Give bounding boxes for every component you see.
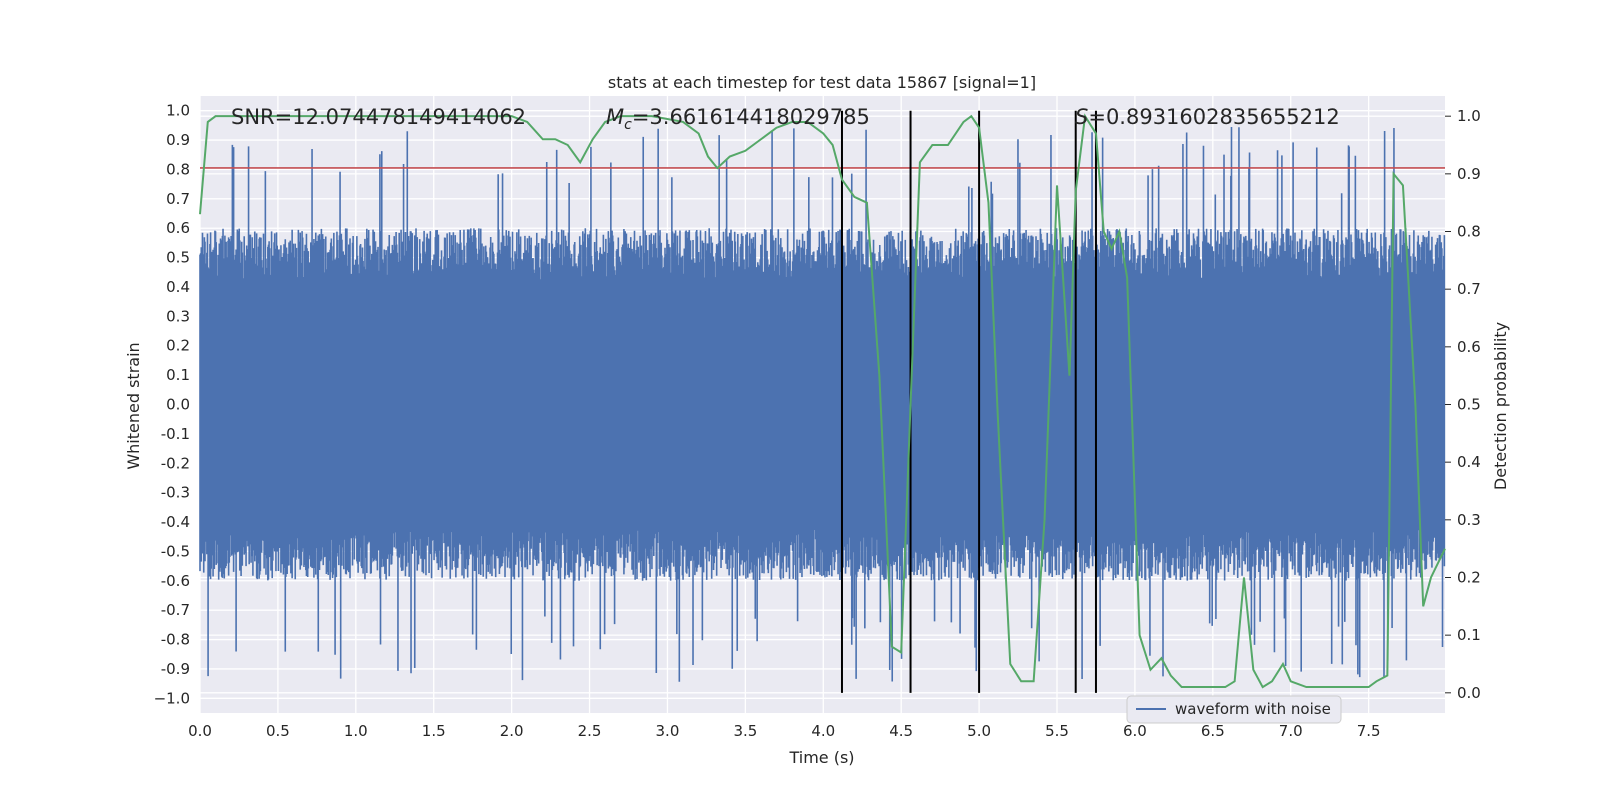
x-tick-label: 4.0 bbox=[811, 722, 835, 740]
x-tick-label: 1.5 bbox=[422, 722, 446, 740]
x-tick-label: 2.0 bbox=[500, 722, 524, 740]
x-tick-label: 7.0 bbox=[1279, 722, 1303, 740]
snr-annotation: SNR=12.074478149414062 bbox=[231, 105, 526, 129]
mc-subscript: c bbox=[624, 117, 632, 133]
y2-axis-ticks: 1.0 0.9 0.8 0.7 0.6 0.5 0.4 0.3 0.2 0.1 0.0 bbox=[1445, 107, 1481, 702]
y-tick-label: -0.7 bbox=[161, 601, 190, 619]
x-tick-label: 1.0 bbox=[344, 722, 368, 740]
y2-tick-label: 0.0 bbox=[1457, 684, 1481, 702]
y2-tick-label: 0.2 bbox=[1457, 568, 1481, 586]
x-tick-label: 3.5 bbox=[733, 722, 757, 740]
y-tick-label: -0.3 bbox=[161, 484, 190, 502]
s-value: =0.8931602835655212 bbox=[1088, 105, 1339, 129]
y-tick-label: -0.4 bbox=[161, 513, 190, 531]
x-tick-label: 4.5 bbox=[889, 722, 913, 740]
y2-tick-label: 0.3 bbox=[1457, 511, 1481, 529]
x-tick-label: 2.5 bbox=[578, 722, 602, 740]
y-tick-label: -0.9 bbox=[161, 660, 190, 678]
y2-tick-label: 0.8 bbox=[1457, 223, 1481, 241]
y2-tick-label: 0.6 bbox=[1457, 338, 1481, 356]
x-axis-label: Time (s) bbox=[788, 748, 854, 767]
y-tick-label: 0.4 bbox=[166, 278, 190, 296]
x-axis-ticks: 0.0 0.5 1.0 1.5 2.0 2.5 3.0 3.5 4.0 4.5 5.0 5.5 6.0 6… bbox=[188, 722, 1381, 740]
y2-tick-label: 0.7 bbox=[1457, 280, 1481, 298]
y2-tick-label: 0.4 bbox=[1457, 453, 1481, 471]
y-tick-label: 0.1 bbox=[166, 366, 190, 384]
legend-box bbox=[1126, 695, 1342, 724]
y-tick-label: -0.1 bbox=[161, 425, 190, 443]
y-tick-label: 0.0 bbox=[166, 396, 190, 414]
y-tick-label: 0.5 bbox=[166, 249, 190, 267]
y-tick-label: 0.9 bbox=[166, 131, 190, 149]
y-tick-label: -0.6 bbox=[161, 572, 190, 590]
y-tick-label: −1.0 bbox=[154, 689, 190, 707]
y-axis-ticks: 1.0 0.9 0.8 0.7 0.6 0.5 0.4 0.3 0.2 0.1 0.0 -0.1 -0.… bbox=[154, 102, 190, 708]
y-tick-label: 0.7 bbox=[166, 190, 190, 208]
y-tick-label: 0.2 bbox=[166, 337, 190, 355]
mc-symbol: M bbox=[606, 105, 624, 129]
waveform-series bbox=[199, 126, 1446, 682]
s-symbol: S bbox=[1075, 105, 1088, 129]
s-annotation: S=0.8931602835655212 bbox=[1075, 105, 1340, 129]
y2-tick-label: 0.9 bbox=[1457, 165, 1481, 183]
legend: waveform with noise bbox=[1126, 695, 1342, 724]
y-tick-label: -0.8 bbox=[161, 631, 190, 649]
x-tick-label: 7.5 bbox=[1357, 722, 1381, 740]
legend-label: waveform with noise bbox=[1175, 700, 1331, 718]
y-tick-label: 0.3 bbox=[166, 307, 190, 325]
y-axis-label: Whitened strain bbox=[124, 342, 143, 469]
x-tick-label: 6.5 bbox=[1201, 722, 1225, 740]
waveform-trace bbox=[199, 126, 1446, 682]
x-tick-label: 5.0 bbox=[967, 722, 991, 740]
x-tick-label: 3.0 bbox=[656, 722, 680, 740]
chart-title: stats at each timestep for test data 158… bbox=[608, 73, 1036, 92]
x-tick-label: 0.5 bbox=[266, 722, 290, 740]
x-tick-label: 0.0 bbox=[188, 722, 212, 740]
y-tick-label: 0.6 bbox=[166, 219, 190, 237]
y2-axis-label: Detection probability bbox=[1491, 322, 1510, 490]
y-tick-label: -0.5 bbox=[161, 542, 190, 560]
x-tick-label: 5.5 bbox=[1045, 722, 1069, 740]
y2-tick-label: 0.1 bbox=[1457, 626, 1481, 644]
y-tick-label: 1.0 bbox=[166, 102, 190, 120]
y-tick-label: -0.2 bbox=[161, 454, 190, 472]
y-tick-label: 0.8 bbox=[166, 160, 190, 178]
y2-tick-label: 1.0 bbox=[1457, 107, 1481, 125]
detection-probability-line bbox=[199, 113, 1446, 689]
x-tick-label: 6.0 bbox=[1123, 722, 1147, 740]
chirp-mass-annotation: Mc=3.661614418029785 bbox=[606, 105, 870, 133]
mc-value: =3.661614418029785 bbox=[632, 105, 870, 129]
y2-tick-label: 0.5 bbox=[1457, 396, 1481, 414]
